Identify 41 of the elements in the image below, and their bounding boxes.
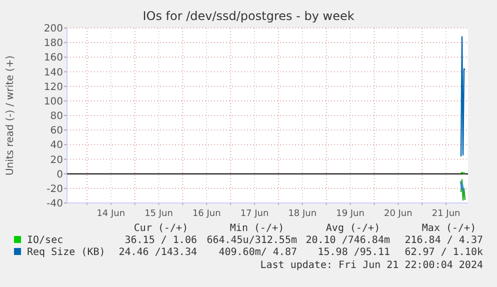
text: 24.46 /143.34	[118, 247, 197, 258]
y-tick-label: 100	[44, 96, 63, 108]
text: 216.84 / 4.37	[404, 235, 483, 246]
text: Last update: Fri Jun 21 22:00:04 2024	[260, 260, 483, 271]
text: 62.97 / 1.10k	[404, 247, 483, 258]
text: Min (-/+)	[230, 223, 284, 234]
y-tick-label: 80	[50, 111, 63, 122]
text: 15.98 /95.11	[318, 247, 390, 258]
text: Max (-/+)	[422, 223, 476, 234]
text: Avg (-/+)	[326, 223, 380, 234]
line-series	[460, 36, 466, 157]
y-tick-label: -40	[46, 198, 63, 210]
text: 36.15 / 1.06	[124, 235, 197, 246]
line-series	[460, 179, 466, 201]
text: 664.45u/312.55m	[206, 235, 297, 246]
y-tick-label: 120	[44, 82, 63, 93]
x-tick-label: 19 Jun	[336, 209, 364, 219]
x-tick-label: 17 Jun	[240, 209, 269, 219]
text: 20.10 /746.84m	[306, 235, 390, 246]
x-tick-label: 21 Jun	[432, 209, 460, 219]
y-tick-label: 140	[44, 67, 63, 78]
y-tick-label: 200	[44, 24, 63, 34]
y-tick-label: 40	[50, 140, 63, 152]
y-tick-label: 60	[50, 126, 63, 137]
text: Cur (-/+)	[134, 223, 188, 234]
line-series	[460, 180, 466, 192]
y-axis-title: Units read (-) / write (+)	[5, 55, 16, 176]
chart-title: IOs for /dev/ssd/postgres - by week	[142, 9, 354, 23]
x-tick-label: 18 Jun	[288, 209, 317, 219]
legend-label: Req Size (KB)	[27, 247, 106, 258]
x-tick-label: 20 Jun	[384, 209, 412, 219]
y-tick-label: -20	[46, 184, 63, 195]
y-tick-label: 0	[56, 169, 63, 180]
x-tick-label: 15 Jun	[144, 209, 173, 219]
text: 409.60m/ 4.87	[218, 247, 297, 258]
y-tick-label: 160	[44, 52, 63, 64]
y-tick-label: 20	[50, 154, 63, 166]
x-tick-label: 14 Jun	[96, 209, 126, 219]
x-tick-label: 16 Jun	[192, 209, 221, 219]
y-tick-label: 180	[44, 38, 63, 50]
legend-label: IO/sec	[27, 235, 64, 246]
